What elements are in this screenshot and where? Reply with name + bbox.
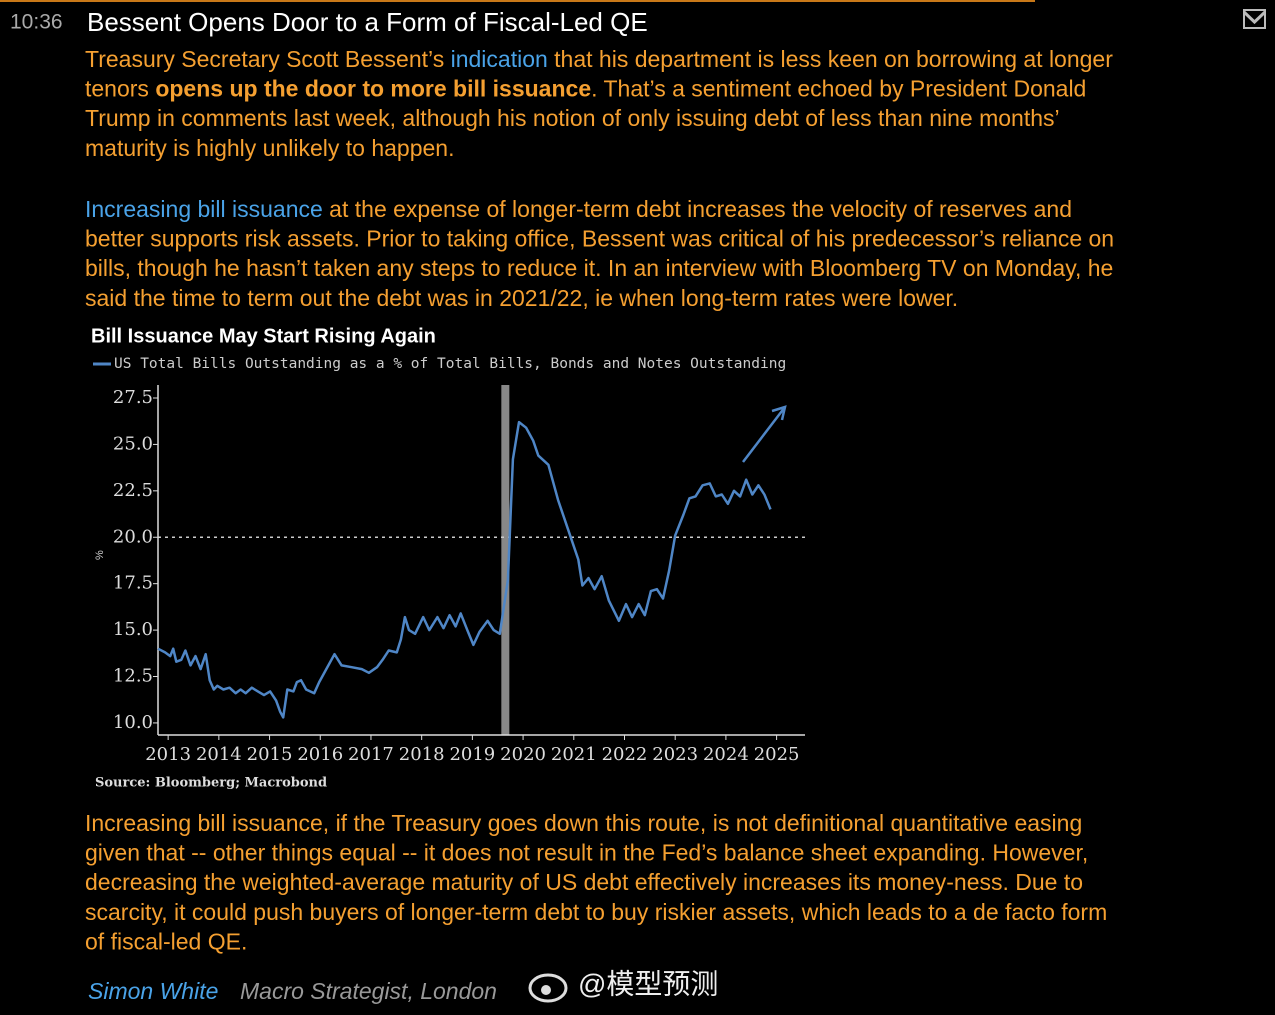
text-run: better supports risk assets. Prior to ta… (85, 226, 1114, 252)
text-run: bills, though he hasn’t taken any steps … (85, 255, 1113, 281)
x-tick-label: 2021 (551, 744, 597, 765)
highlight-bar (501, 385, 510, 735)
x-tick-label: 2024 (703, 744, 749, 765)
paragraph-line: Increasing bill issuance at the expense … (85, 196, 1072, 222)
text-run: opens up the door to more bill issuance (155, 76, 591, 102)
x-tick-label: 2014 (196, 744, 242, 765)
paragraph-line: bills, though he hasn’t taken any steps … (85, 255, 1113, 281)
x-tick-label: 2019 (449, 744, 495, 765)
text-run: at the expense of longer-term debt incre… (323, 196, 1072, 222)
x-tick-label: 2020 (500, 744, 546, 765)
icon-dot (541, 985, 551, 995)
x-tick-label: 2023 (652, 744, 698, 765)
data-line (157, 420, 772, 719)
paragraph-line: Trump in comments last week, although hi… (85, 105, 1060, 131)
paragraph-line: decreasing the weighted-average maturity… (85, 869, 1083, 895)
text-run: scarcity, it could push buyers of longer… (85, 899, 1107, 925)
chart-title: Bill Issuance May Start Rising Again (91, 325, 436, 347)
text-run: Treasury Secretary Scott Bessent’s (85, 46, 451, 72)
y-tick-label: 22.5 (113, 480, 153, 501)
y-tick-label: 15.0 (113, 619, 153, 640)
paragraph-line: scarcity, it could push buyers of longer… (85, 899, 1107, 925)
text-run: said the time to term out the debt was i… (85, 285, 958, 311)
paragraph-line: Increasing bill issuance, if the Treasur… (85, 810, 1082, 836)
author-role: Macro Strategist, London (240, 978, 497, 1004)
text-run: . That’s a sentiment echoed by President… (591, 76, 1086, 102)
y-tick-label: 25.0 (113, 433, 153, 454)
link-text[interactable]: Increasing bill issuance (85, 196, 323, 222)
text-run: decreasing the weighted-average maturity… (85, 869, 1083, 895)
x-tick-label: 2017 (348, 744, 394, 765)
y-tick-label: 27.5 (113, 387, 153, 408)
close-icon[interactable] (1242, 9, 1267, 29)
link-text[interactable]: indication (451, 46, 548, 72)
headline: Bessent Opens Door to a Form of Fiscal-L… (87, 7, 648, 37)
paragraph-line: tenors opens up the door to more bill is… (85, 76, 1086, 102)
text-run: Trump in comments last week, although hi… (85, 105, 1060, 131)
legend-label: US Total Bills Outstanding as a % of Tot… (114, 356, 786, 372)
y-tick-label: 10.0 (113, 712, 153, 733)
icon-frame (1243, 9, 1266, 29)
x-tick-label: 2013 (145, 744, 191, 765)
watermark: @模型预测 (578, 968, 718, 999)
time: 10:36 (10, 11, 63, 34)
paragraph-line: of fiscal-led QE. (85, 928, 247, 954)
watermark-icon (528, 973, 568, 1003)
x-tick-label: 2025 (754, 744, 800, 765)
y-tick-label: 12.5 (113, 666, 153, 687)
y-tick-label: 17.5 (113, 573, 153, 594)
trend-arrow (742, 405, 787, 463)
paragraph-line: maturity is highly unlikely to happen. (85, 135, 454, 161)
paragraph-line: said the time to term out the debt was i… (85, 285, 958, 311)
icon-ring (528, 973, 568, 1003)
x-tick-label: 2016 (297, 744, 343, 765)
text-run: Increasing bill issuance, if the Treasur… (85, 810, 1082, 836)
paragraph-line: Treasury Secretary Scott Bessent’s indic… (85, 46, 1113, 72)
text-run: that his department is less keen on borr… (548, 46, 1113, 72)
chart-source: Source: Bloomberg; Macrobond (95, 776, 327, 791)
text-run: maturity is highly unlikely to happen. (85, 135, 454, 161)
y-tick-label: 20.0 (113, 526, 153, 547)
x-tick-label: 2022 (602, 744, 648, 765)
x-tick-label: 2018 (399, 744, 445, 765)
paragraph-line: given that -- other things equal -- it d… (85, 840, 1088, 866)
text-run: given that -- other things equal -- it d… (85, 840, 1088, 866)
x-tick-label: 2015 (247, 744, 293, 765)
paragraph-line: better supports risk assets. Prior to ta… (85, 226, 1114, 252)
text-run: of fiscal-led QE. (85, 928, 247, 954)
icon-mark (1242, 10, 1267, 25)
author-name: Simon White (88, 978, 218, 1004)
text-run: tenors (85, 76, 155, 102)
y-axis-label: % (94, 550, 106, 560)
